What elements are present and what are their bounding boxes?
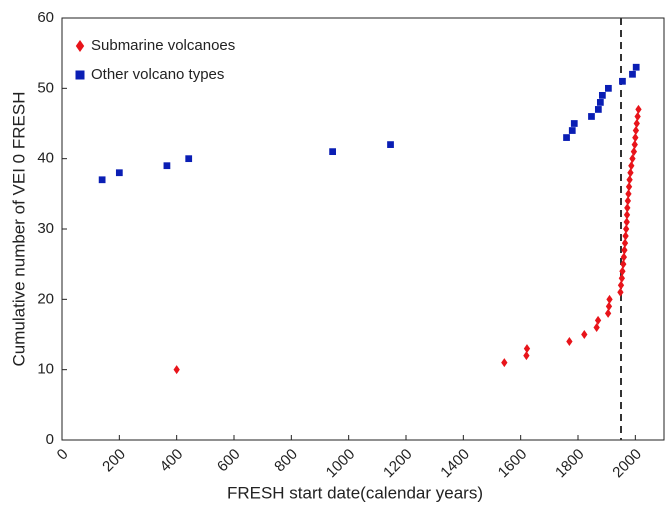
diamond-point <box>619 266 626 276</box>
diamond-point <box>628 161 635 171</box>
diamond-point <box>620 259 627 269</box>
diamond-point <box>617 287 624 297</box>
diamond-point <box>501 358 508 368</box>
x-tick-label: 1800 <box>552 446 588 482</box>
diamond-point <box>626 175 633 185</box>
y-tick-label: 0 <box>46 431 54 448</box>
square-point <box>570 120 578 127</box>
diamond-point <box>624 203 631 213</box>
y-tick-label: 10 <box>37 361 54 378</box>
diamond-point <box>631 140 638 150</box>
diamond-point <box>621 238 629 248</box>
square-point <box>568 127 576 134</box>
diamond-point <box>618 273 626 283</box>
diamond-point <box>620 252 628 262</box>
diamond-point <box>629 154 636 164</box>
x-tick-label: 0 <box>54 446 72 464</box>
diamond-point <box>605 301 613 311</box>
diamond-point <box>635 104 642 114</box>
y-tick-label: 50 <box>37 79 54 96</box>
diamond-point <box>173 365 180 375</box>
y-tick-label: 30 <box>37 220 54 237</box>
y-tick-label: 60 <box>37 9 54 26</box>
square-point <box>598 91 606 99</box>
square-point <box>387 141 394 148</box>
diamond-point <box>623 210 631 220</box>
diamond-point <box>604 308 612 318</box>
diamond-point <box>634 111 641 121</box>
square-point <box>185 155 193 163</box>
square-point <box>588 113 595 120</box>
diamond-point <box>625 182 633 192</box>
diamond-point <box>632 133 639 143</box>
diamond-point <box>624 196 632 206</box>
square-point <box>115 169 123 177</box>
square-point <box>329 148 336 156</box>
diamond-point <box>632 126 640 136</box>
square-point <box>619 77 626 85</box>
diamond-point <box>581 330 588 339</box>
legend-marker <box>75 40 85 52</box>
square-point <box>629 70 636 78</box>
diamond-point <box>617 280 625 290</box>
diamond-point <box>566 337 573 347</box>
x-tick-label: 1400 <box>437 446 473 482</box>
legend-label: Other volcano types <box>91 66 224 83</box>
diamond-point <box>630 147 638 157</box>
diamond-point <box>606 294 613 304</box>
diamond-point <box>523 344 531 354</box>
diamond-point <box>627 168 634 178</box>
diamond-point <box>594 315 602 325</box>
diamond-point <box>625 189 632 199</box>
square-point <box>98 176 106 184</box>
square-point <box>563 134 570 141</box>
x-tick-label: 400 <box>157 446 187 476</box>
diamond-point <box>621 245 628 255</box>
square-point <box>632 63 640 71</box>
x-tick-label: 1600 <box>495 446 531 482</box>
legend-label: Submarine volcanoes <box>91 37 235 54</box>
x-tick-label: 2000 <box>609 446 645 482</box>
x-tick-label: 600 <box>214 446 244 476</box>
square-point <box>596 99 604 106</box>
x-tick-label: 800 <box>271 446 301 476</box>
x-tick-label: 1200 <box>380 446 416 482</box>
x-tick-label: 200 <box>99 446 129 476</box>
x-tick-label: 1000 <box>323 446 359 482</box>
square-point <box>163 162 171 170</box>
diamond-point <box>623 217 630 227</box>
y-tick-label: 40 <box>37 150 54 167</box>
y-tick-label: 20 <box>37 290 54 307</box>
square-point <box>605 84 612 92</box>
legend-marker <box>75 70 85 80</box>
diamond-point <box>623 224 630 234</box>
diamond-point <box>633 119 640 128</box>
diamond-point <box>523 351 530 361</box>
y-axis-label: Cumulative number of VEI 0 FRESH <box>9 92 28 367</box>
diamond-point <box>622 231 629 241</box>
x-axis-label: FRESH start date(calendar years) <box>227 483 483 502</box>
diamond-point <box>593 322 600 332</box>
square-point <box>594 106 602 113</box>
